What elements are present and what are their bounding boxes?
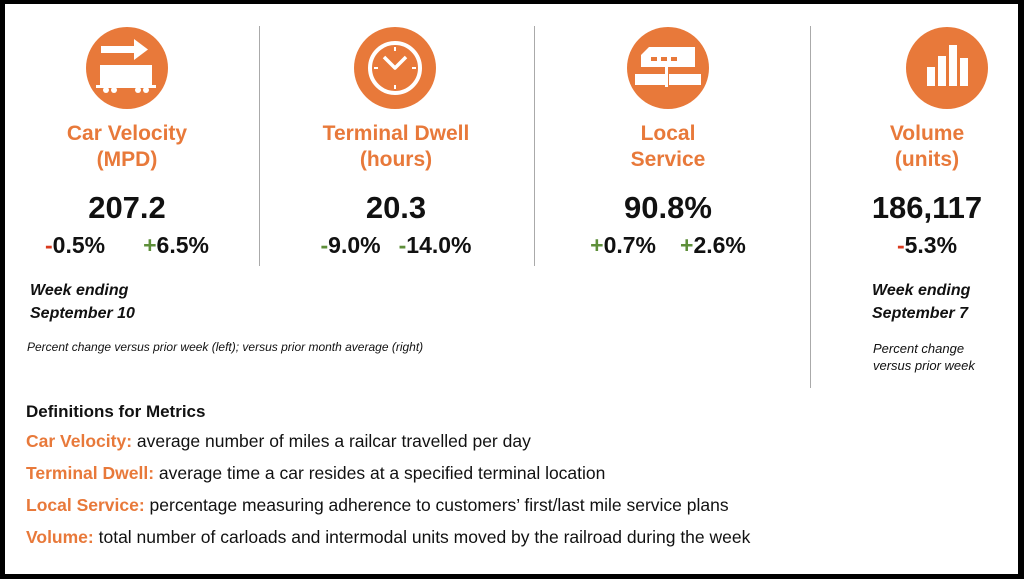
bar-chart-icon <box>906 27 988 109</box>
definition-terminal-dwell: Terminal Dwell: average time a car resid… <box>26 463 606 483</box>
change-week: -5.3% <box>896 232 958 258</box>
clock-icon <box>354 27 436 109</box>
metric-title: Terminal Dwell (hours) <box>322 122 470 171</box>
metrics-panel: Car Velocity (MPD) 207.2 -0.5% +6.5% Term… <box>5 4 1018 574</box>
divider <box>534 26 535 266</box>
metric-changes: -5.3% <box>807 232 1024 259</box>
change-week: -0.5% <box>45 232 106 258</box>
definition-car-velocity: Car Velocity: average number of miles a … <box>26 431 531 451</box>
right-note: Percent change versus prior week <box>873 341 975 373</box>
change-month: +6.5% <box>143 232 209 258</box>
change-week: +0.7% <box>590 232 656 258</box>
divider <box>810 26 811 388</box>
definitions: Definitions for Metrics Car Velocity: av… <box>26 402 750 558</box>
metric-value: 207.2 <box>88 190 166 225</box>
terminal-building-icon <box>627 27 709 109</box>
metric-changes: -0.5% +6.5% <box>0 232 257 259</box>
divider <box>259 26 260 266</box>
metric-value: 90.8% <box>624 190 712 225</box>
change-month: -14.0% <box>398 232 472 258</box>
metric-title: Car Velocity (MPD) <box>66 122 188 171</box>
metric-title: Local Service <box>630 122 706 171</box>
railcar-arrow-icon <box>86 27 168 109</box>
definition-volume: Volume: total number of carloads and int… <box>26 527 751 547</box>
left-note: Percent change versus prior week (left);… <box>27 340 424 354</box>
metric-changes: +0.7% +2.6% <box>538 232 798 259</box>
metric-value: 20.3 <box>365 190 427 225</box>
metric-value: 186,117 <box>871 190 983 225</box>
definition-local-service: Local Service: percentage measuring adhe… <box>26 495 729 515</box>
definitions-heading: Definitions for Metrics <box>26 402 206 421</box>
right-week-ending: Week ending September 7 <box>872 282 971 322</box>
metric-changes: -9.0% -14.0% <box>266 232 526 259</box>
change-month: +2.6% <box>680 232 746 258</box>
change-week: -9.0% <box>320 232 381 258</box>
left-week-ending: Week ending September 10 <box>30 282 135 322</box>
metric-title: Volume (units) <box>889 122 965 171</box>
